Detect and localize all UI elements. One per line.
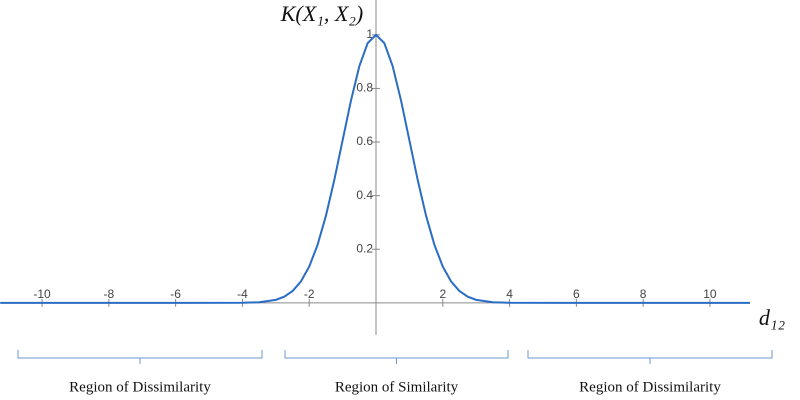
x-tick-label: 8 [640, 287, 647, 301]
curve [0, 33, 750, 304]
x-tick-label: 4 [506, 287, 513, 301]
x-tick-label: -4 [237, 287, 248, 301]
x-tick-label: -6 [170, 287, 181, 301]
x-tick-label: -8 [104, 287, 115, 301]
x-tick-label: 2 [439, 287, 446, 301]
region-label: Region of Dissimilarity [579, 379, 721, 395]
bracket [284, 350, 509, 364]
y-axis-label: K(X₁, X₂) [280, 1, 364, 26]
x-tick-label: -2 [304, 287, 315, 301]
bracket [17, 350, 263, 364]
x-axis-label: d₁₂ [759, 305, 786, 330]
region-label: Region of Similarity [335, 379, 459, 395]
y-tick-label: 0.6 [356, 134, 373, 148]
bracket [527, 350, 773, 364]
y-tick-label: 0.4 [356, 188, 373, 202]
y-tick-label: 0.2 [356, 241, 373, 255]
y-tick-label: 0.8 [356, 81, 373, 95]
x-tick-label: 10 [703, 287, 717, 301]
x-tick-label: -10 [33, 287, 51, 301]
x-tick-label: 6 [573, 287, 580, 301]
y-tick-label: 1 [366, 27, 373, 41]
region-label: Region of Dissimilarity [69, 379, 211, 395]
